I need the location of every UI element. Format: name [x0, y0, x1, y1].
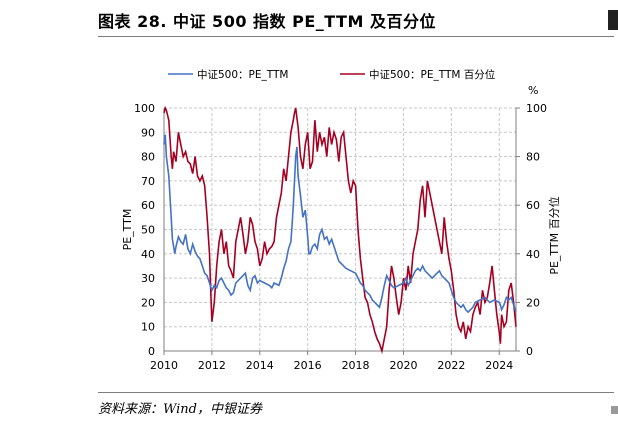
x-tick-label: 2014	[246, 359, 274, 372]
y-tick-label: 60	[141, 199, 155, 212]
y2-tick-label: 0	[526, 345, 533, 358]
x-tick-label: 2024	[485, 359, 513, 372]
x-tick-label: 2020	[389, 359, 417, 372]
y-tick-label: 70	[141, 175, 155, 188]
y2-axis-label: PE_TTM 百分位	[547, 196, 561, 274]
series-line-pe-percentile	[163, 105, 517, 355]
tick-labels: 0 10 20 30 40 50 60 70 80 90 100 2010 2012 2014 2016 20…	[134, 102, 547, 372]
figure-title: 图表 28. 中证 500 指数 PE_TTM 及百分位	[98, 12, 436, 31]
y2-tick-label: 80	[526, 151, 540, 164]
source-note: 资料来源：Wind，中银证券	[98, 402, 262, 417]
x-tick-label: 2016	[294, 359, 322, 372]
y-tick-label: 40	[141, 248, 155, 261]
legend: 中证500：PE_TTM 中证500：PE_TTM 百分位	[168, 68, 496, 81]
top-rule	[98, 36, 614, 37]
series-line-pe-ttm	[163, 134, 517, 314]
legend-pct-label: 中证500：PE_TTM 百分位	[369, 68, 496, 81]
y-tick-label: 30	[141, 272, 155, 285]
y-tick-label: 10	[141, 321, 155, 334]
y-tick-label: 90	[141, 126, 155, 139]
right-axis-unit: %	[528, 84, 538, 97]
y2-tick-label: 20	[526, 296, 540, 309]
y-tick-label: 50	[141, 224, 155, 237]
y-tick-label: 20	[141, 296, 155, 309]
edge-mark-bottom	[611, 406, 618, 414]
legend-pe-label: 中证500：PE_TTM	[197, 68, 288, 81]
x-tick-label: 2012	[198, 359, 226, 372]
bottom-rule	[98, 392, 614, 393]
y-tick-label: 0	[148, 345, 155, 358]
axes	[163, 107, 520, 355]
y-axis-label: PE_TTM	[121, 209, 134, 251]
y2-tick-label: 100	[526, 102, 547, 115]
edge-mark	[608, 10, 618, 30]
x-tick-label: 2018	[342, 359, 370, 372]
y2-tick-label: 40	[526, 248, 540, 261]
y-tick-label: 80	[141, 151, 155, 164]
x-tick-label: 2010	[150, 359, 178, 372]
y2-tick-label: 60	[526, 199, 540, 212]
y-tick-label: 100	[134, 102, 155, 115]
x-tick-label: 2022	[437, 359, 465, 372]
